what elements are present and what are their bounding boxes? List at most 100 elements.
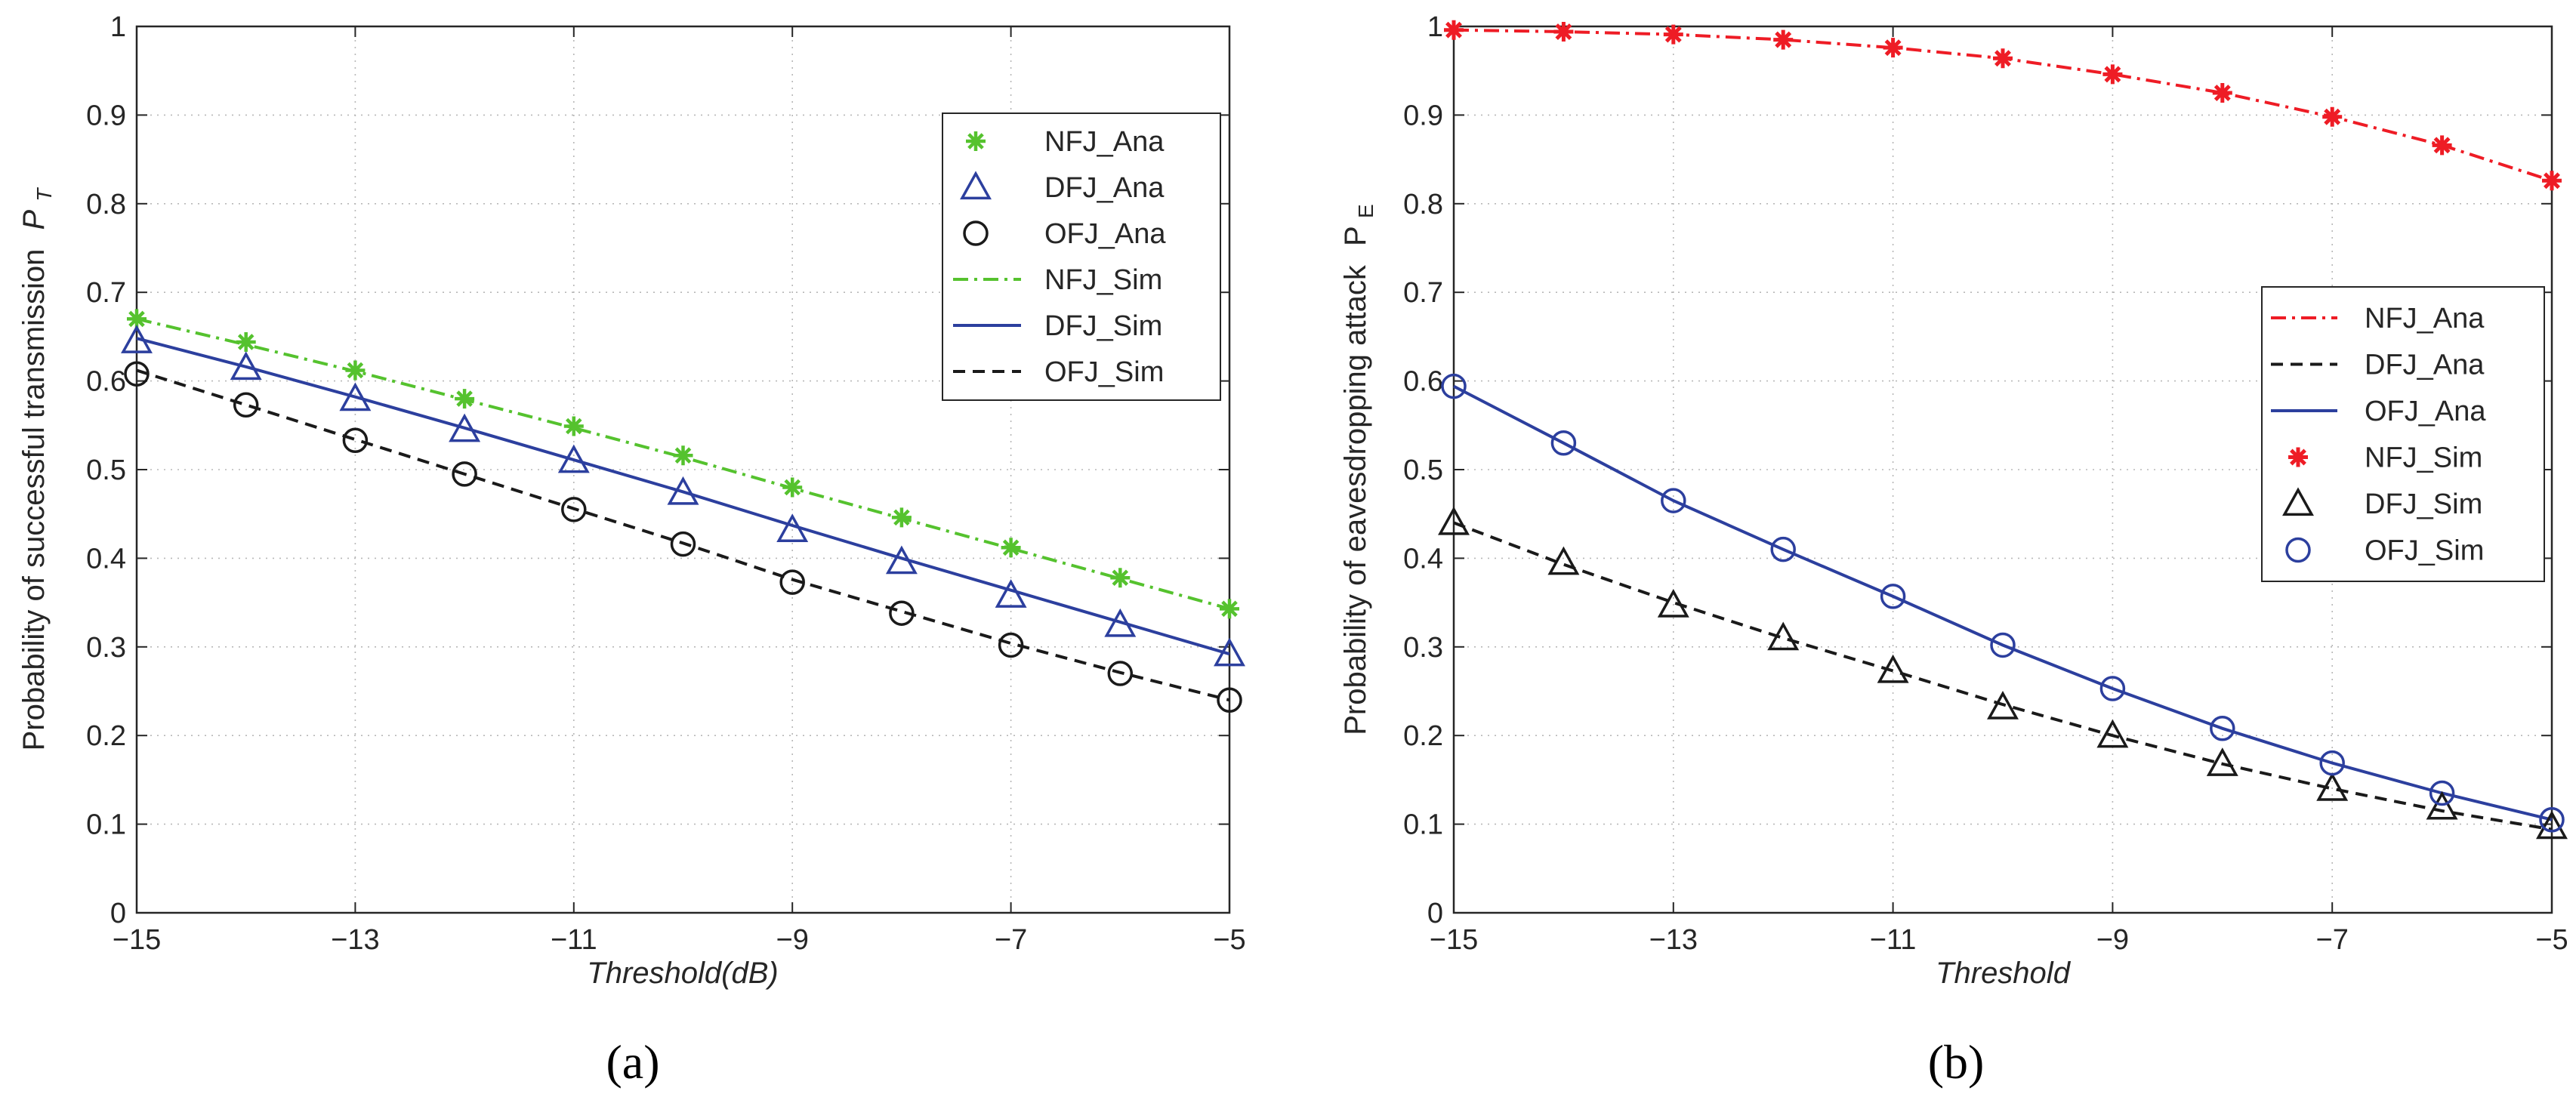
y-tick-label: 0.2: [86, 720, 126, 752]
legend-b: NFJ_Ana DFJ_Ana OFJ_Ana NFJ_Sim DFJ_Sim OFJ_S…: [2261, 286, 2545, 582]
legend-label: OFJ_Ana: [1044, 218, 1166, 250]
legend-marker-OFJ_Sim: [2285, 537, 2311, 563]
data-point-NFJ_Ana: [1001, 538, 1021, 558]
x-tick-label: −9: [776, 924, 809, 956]
data-point-DFJ_Ana: [776, 513, 809, 542]
data-point-DFJ_Ana: [1214, 637, 1245, 667]
data-point-DFJ_Sim: [2206, 747, 2238, 776]
y-tick-label: 1: [110, 11, 126, 43]
legend-label: DFJ_Sim: [2365, 488, 2482, 520]
data-point-DFJ_Ana: [339, 382, 372, 411]
series-line-DFJ_Sim: [136, 337, 1230, 656]
data-point-DFJ_Sim: [2096, 719, 2129, 748]
data-point-OFJ_Ana: [670, 531, 696, 557]
data-point-OFJ_Ana: [889, 600, 915, 626]
x-tick-label: −11: [1870, 924, 1917, 956]
legend-marker-DFJ_Sim: [2282, 487, 2314, 516]
legend-label: DFJ_Ana: [2365, 350, 2485, 381]
data-point-NFJ_Ana: [782, 477, 803, 498]
y-tick-label: 0.3: [1403, 632, 1443, 664]
legend-a: NFJ_Ana DFJ_Ana OFJ_Ana NFJ_Sim DFJ_Sim OFJ_S…: [942, 112, 1221, 401]
data-point-OFJ_Sim: [2099, 676, 2126, 701]
x-tick-label: −5: [2535, 924, 2568, 956]
y-tick-label: 0.5: [1403, 455, 1443, 486]
series-markers-NFJ_Ana: [127, 309, 1239, 619]
data-point-OFJ_Sim: [1661, 488, 1686, 513]
chart-panel-b: 0 0.1 0.2 0.3 0.4 0.5 0.6 0.7 0.8 0.9 1 −15 −13 −11 −…: [1339, 11, 2568, 1089]
data-point-NFJ_Sim: [2102, 64, 2123, 85]
x-tick-label: −13: [1649, 924, 1698, 956]
legend-label: OFJ_Sim: [2365, 535, 2484, 567]
data-point-DFJ_Sim: [2316, 772, 2349, 801]
y-tick-label: 0.9: [86, 100, 126, 131]
data-point-NFJ_Sim: [2212, 83, 2232, 103]
data-point-NFJ_Ana: [1220, 599, 1239, 619]
data-point-DFJ_Sim: [1767, 621, 1800, 651]
data-point-OFJ_Ana: [452, 461, 477, 487]
y-axis-label-a: Probability of successful transmission P…: [17, 187, 56, 751]
y-tick-label: 0.6: [86, 366, 126, 398]
y-axis-label-a-sub: T: [32, 187, 56, 202]
data-point-NFJ_Sim: [1553, 22, 1574, 42]
y-tick-label: 0.1: [86, 809, 126, 841]
data-point-NFJ_Sim: [1993, 48, 2013, 69]
data-point-NFJ_Sim: [2542, 171, 2562, 191]
panel-label-b: (b): [1928, 1035, 1985, 1089]
x-axis-ticks-a: −15 −13 −11 −9 −7 −5: [113, 26, 1246, 956]
x-axis-label-b: Threshold: [1936, 957, 2072, 990]
y-tick-label: 0.5: [86, 455, 126, 486]
y-axis-label-a-text: Probability of successful transmission: [17, 249, 51, 751]
data-point-NFJ_Sim: [1773, 29, 1794, 50]
data-point-DFJ_Sim: [1657, 589, 1689, 618]
data-point-OFJ_Sim: [2539, 806, 2565, 833]
y-tick-label: 0: [110, 898, 126, 929]
data-point-OFJ_Ana: [998, 632, 1024, 658]
data-point-NFJ_Ana: [563, 416, 584, 436]
legend-label: NFJ_Ana: [2365, 303, 2485, 334]
series-group-a: [121, 309, 1245, 713]
y-tick-label: 0.3: [86, 632, 126, 664]
y-axis-ticks-a: 0 0.1 0.2 0.3 0.4 0.5 0.6 0.7 0.8 0.9 1: [86, 11, 1229, 929]
data-point-NFJ_Ana: [673, 445, 693, 466]
data-point-OFJ_Sim: [2210, 716, 2235, 741]
grid-a: [137, 26, 1229, 913]
y-axis-ticks-b: 0 0.1 0.2 0.3 0.4 0.5 0.6 0.7 0.8 0.9 1: [1403, 11, 2552, 929]
y-axis-label-b-sub: E: [1354, 204, 1377, 218]
x-tick-label: −11: [551, 924, 597, 956]
data-point-OFJ_Sim: [1880, 584, 1906, 609]
y-tick-label: 0.8: [86, 189, 126, 220]
data-point-OFJ_Ana: [1107, 661, 1134, 686]
series-markers-OFJ_Ana: [124, 361, 1242, 713]
data-point-OFJ_Sim: [1441, 373, 1467, 399]
data-point-OFJ_Ana: [779, 569, 805, 595]
data-point-NFJ_Ana: [127, 309, 147, 329]
legend-label: DFJ_Sim: [1044, 310, 1162, 342]
legend-marker-NFJ_Sim: [2288, 447, 2308, 467]
data-point-NFJ_Sim: [2322, 106, 2343, 127]
data-point-OFJ_Ana: [342, 427, 369, 454]
y-axis-label-b-symbol: P: [1339, 227, 1372, 246]
series-markers-DFJ_Ana: [121, 325, 1245, 667]
series-line-OFJ_Sim: [136, 368, 1230, 702]
y-axis-label-b: Probability of eavesdropping attack P E: [1339, 204, 1377, 735]
y-tick-label: 0.9: [1403, 100, 1443, 131]
data-point-DFJ_Ana: [995, 579, 1027, 608]
x-tick-label: −15: [113, 924, 161, 956]
data-point-OFJ_Sim: [2319, 750, 2345, 776]
legend-label: OFJ_Ana: [2365, 396, 2486, 427]
series-markers-NFJ_Sim: [1444, 20, 2562, 191]
y-tick-label: 0.7: [86, 277, 126, 309]
series-markers-OFJ_Sim: [1441, 373, 2565, 833]
legend-label: NFJ_Ana: [1044, 126, 1165, 158]
data-point-NFJ_Sim: [1883, 38, 1903, 58]
chart-panel-a: 00.10.20.30.40.50.60.70.80.91 −15 −13 −11−…: [17, 11, 1246, 1089]
x-tick-label: −13: [331, 924, 379, 956]
legend-box-b: [2261, 286, 2545, 582]
data-point-NFJ_Ana: [1110, 568, 1131, 588]
legend-label: NFJ_Sim: [1044, 264, 1162, 296]
series-group-b: [1438, 20, 2568, 840]
data-point-DFJ_Ana: [667, 476, 699, 505]
x-tick-label: −15: [1430, 924, 1478, 956]
data-point-DFJ_Ana: [449, 413, 481, 442]
